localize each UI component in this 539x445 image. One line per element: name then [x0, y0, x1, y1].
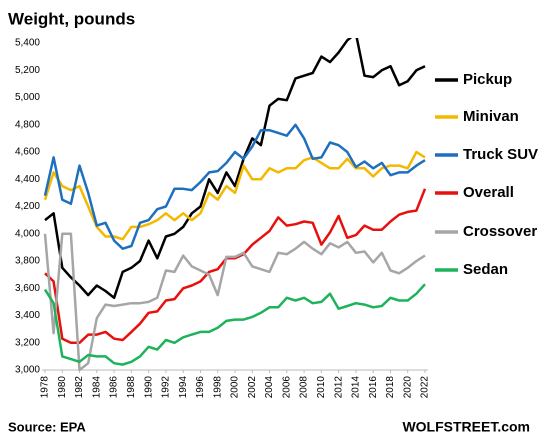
series-line: [43, 283, 426, 366]
legend-label: Truck SUV: [463, 146, 538, 163]
y-tick-label: 4,000: [15, 228, 40, 239]
x-tick-label: 1992: [161, 376, 172, 399]
x-tick-label: 1978: [40, 376, 51, 399]
x-tick-label: 1980: [57, 376, 68, 399]
series-line: [44, 188, 427, 345]
legend-label: Crossover: [463, 223, 537, 240]
x-tick-label: 2004: [264, 376, 275, 399]
chart-title: Weight, pounds: [8, 9, 135, 28]
x-tick-label: 1998: [212, 376, 223, 399]
y-tick-label: 3,800: [15, 256, 40, 267]
x-tick-label: 1996: [195, 376, 206, 399]
x-tick-label: 2002: [247, 376, 258, 399]
x-tick-label: 1990: [143, 376, 154, 399]
x-tick-label: 2010: [316, 376, 327, 399]
legend-label: Overall: [463, 184, 514, 201]
series-line: [43, 150, 426, 241]
y-tick-label: 5,000: [15, 92, 40, 103]
x-tick-label: 1986: [109, 376, 120, 399]
y-tick-label: 4,400: [15, 174, 40, 185]
y-tick-label: 3,600: [15, 283, 40, 294]
x-tick-label: 2018: [385, 376, 396, 399]
source: Source: EPA: [8, 419, 86, 434]
x-tick-label: 2012: [333, 376, 344, 399]
series-line: [44, 38, 426, 300]
x-tick-label: 2016: [368, 376, 379, 399]
x-tick-label: 1982: [74, 376, 85, 399]
y-tick-label: 4,600: [15, 147, 40, 158]
legend-label: Sedan: [463, 261, 508, 278]
x-tick-label: 2020: [402, 376, 413, 399]
x-tick-label: 1988: [126, 376, 137, 399]
x-tick-label: 2022: [420, 376, 431, 399]
y-tick-label: 5,400: [15, 38, 40, 49]
y-tick-label: 4,800: [15, 119, 40, 130]
legend-label: Pickup: [463, 71, 512, 88]
x-tick-label: 2006: [281, 376, 292, 399]
x-tick-label: 2014: [351, 376, 362, 399]
series-line: [43, 123, 426, 250]
y-tick-label: 4,200: [15, 201, 40, 212]
credit: WOLFSTREET.com: [402, 419, 530, 435]
x-tick-label: 2000: [230, 376, 241, 399]
y-tick-label: 3,400: [15, 310, 40, 321]
plot-area: [43, 38, 427, 371]
x-tick-label: 1984: [91, 376, 102, 399]
series-line: [43, 232, 426, 371]
x-tick-label: 1994: [178, 376, 189, 399]
y-tick-label: 3,200: [15, 337, 40, 348]
x-tick-label: 2008: [299, 376, 310, 399]
legend-label: Minivan: [463, 108, 519, 125]
y-tick-label: 3,000: [15, 365, 40, 376]
y-tick-label: 5,200: [15, 65, 40, 76]
